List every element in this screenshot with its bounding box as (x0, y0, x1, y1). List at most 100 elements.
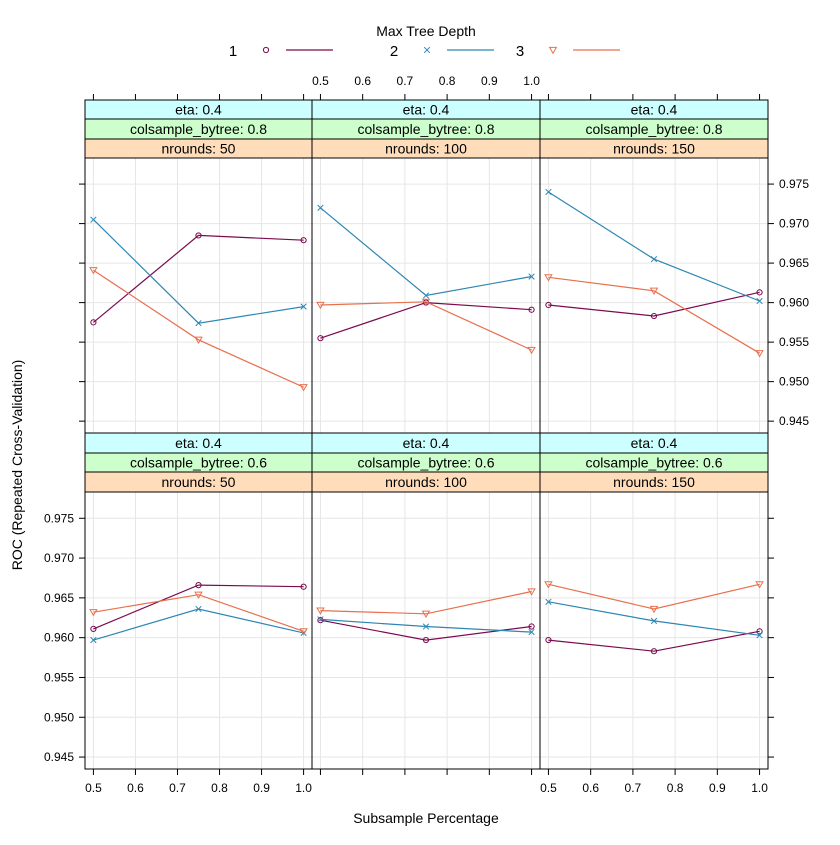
strip-label: colsample_bytree: 0.6 (358, 455, 495, 471)
y-tick-label: 0.960 (779, 296, 809, 310)
series-line-3 (320, 301, 532, 351)
legend-marker (423, 46, 431, 54)
x-tick-label: 0.8 (667, 781, 684, 795)
data-point-2 (650, 255, 658, 263)
data-point-3 (755, 581, 764, 589)
data-point-3 (649, 287, 659, 295)
panel: eta: 0.4 colsample_bytree: 0.8 nrounds: 50 (84, 99, 313, 434)
strip-label: nrounds: 150 (613, 141, 695, 157)
data-point-1 (545, 636, 552, 644)
y-tick-label: 0.965 (779, 256, 809, 270)
data-point-2 (300, 303, 307, 310)
x-axis-title: Subsample Percentage (353, 810, 499, 826)
series-line-1 (320, 301, 532, 339)
data-point-1 (300, 237, 307, 244)
panel-border (539, 157, 769, 434)
data-point-3 (544, 581, 553, 589)
series-line-2 (93, 608, 304, 641)
data-point-2 (195, 320, 202, 327)
series-line-1 (548, 291, 760, 317)
x-tick-label: 0.5 (540, 781, 557, 795)
series-line-3 (548, 583, 760, 610)
data-point-2 (317, 616, 324, 623)
x-tick-label: 0.9 (253, 781, 270, 795)
data-point-3 (421, 298, 431, 307)
strip-label: eta: 0.4 (175, 435, 222, 451)
data-point-2 (545, 188, 552, 196)
data-point-1 (422, 636, 430, 644)
x-tick-label: 0.8 (439, 74, 456, 88)
series-line-2 (320, 207, 532, 297)
data-point-2 (528, 273, 535, 280)
data-point-2 (317, 204, 324, 211)
series-line-3 (93, 594, 304, 632)
data-point-3 (299, 628, 308, 636)
data-point-2 (545, 598, 552, 605)
strip-label: colsample_bytree: 0.6 (130, 455, 267, 471)
panel: eta: 0.4 colsample_bytree: 0.6 nrounds: 10… (311, 432, 541, 770)
data-point-1 (195, 582, 202, 589)
y-tick-label: 0.970 (44, 551, 74, 565)
strip-label: nrounds: 100 (385, 141, 467, 157)
data-point-1 (545, 301, 552, 309)
x-tick-label: 0.8 (211, 781, 228, 795)
series-line-3 (320, 590, 532, 615)
legend-title: Max Tree Depth (376, 23, 476, 39)
panel-border (84, 157, 313, 434)
panel-border (539, 491, 769, 770)
panel: eta: 0.4 colsample_bytree: 0.8 nrounds: 15… (539, 99, 769, 434)
data-point-3 (755, 350, 764, 358)
strip-label: eta: 0.4 (403, 435, 450, 451)
x-tick-label: 1.0 (523, 74, 540, 88)
legend: Max Tree Depth 1 2 3 (229, 23, 620, 60)
y-tick-label: 0.945 (44, 750, 74, 764)
data-point-2 (756, 297, 763, 305)
data-point-3 (316, 301, 325, 310)
strip-label: nrounds: 100 (385, 474, 467, 490)
x-tick-label: 0.7 (625, 781, 642, 795)
data-point-1 (528, 306, 535, 313)
strip-label: eta: 0.4 (631, 435, 678, 451)
data-point-2 (195, 605, 202, 613)
series-line-3 (548, 276, 760, 354)
strip-label: colsample_bytree: 0.8 (358, 121, 495, 137)
strip-label: colsample_bytree: 0.8 (586, 121, 723, 137)
data-point-3 (89, 609, 98, 617)
x-tick-label: 0.6 (582, 781, 599, 795)
x-tick-label: 0.9 (709, 781, 726, 795)
legend-marker (548, 46, 558, 55)
y-tick-label: 0.975 (44, 511, 74, 525)
data-point-3 (544, 274, 553, 282)
data-point-1 (90, 625, 97, 633)
data-point-1 (650, 648, 658, 655)
data-point-2 (90, 636, 97, 644)
x-tick-label: 0.6 (127, 781, 144, 795)
strip-label: eta: 0.4 (403, 102, 450, 118)
data-point-2 (422, 623, 430, 630)
x-tick-label: 0.9 (481, 74, 498, 88)
data-point-2 (90, 216, 97, 223)
x-tick-label: 0.5 (85, 781, 102, 795)
y-axis-title: ROC (Repeated Cross-Validation) (9, 360, 25, 571)
strip-label: colsample_bytree: 0.6 (586, 455, 723, 471)
y-tick-label: 0.975 (779, 177, 809, 191)
panel-border (84, 491, 313, 770)
series-line-1 (320, 619, 532, 641)
series-line-2 (548, 191, 760, 302)
data-point-3 (421, 610, 431, 618)
y-tick-label: 0.950 (44, 710, 74, 724)
data-point-2 (422, 292, 430, 299)
data-point-2 (528, 628, 535, 636)
data-point-3 (527, 588, 536, 596)
strip-label: colsample_bytree: 0.8 (130, 121, 267, 137)
data-point-3 (649, 605, 659, 614)
series-line-1 (93, 584, 304, 630)
data-point-1 (756, 628, 763, 635)
x-tick-label: 0.5 (312, 74, 329, 88)
y-tick-label: 0.965 (44, 591, 74, 605)
panel: eta: 0.4 colsample_bytree: 0.6 nrounds: 50 (84, 432, 313, 770)
strip-label: eta: 0.4 (175, 102, 222, 118)
panel: eta: 0.4 colsample_bytree: 0.6 nrounds: 15… (539, 432, 769, 770)
